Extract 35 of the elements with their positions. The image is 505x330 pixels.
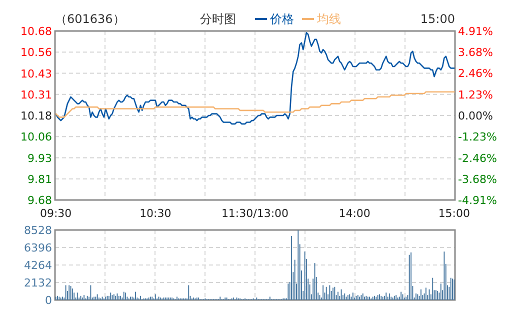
y-tick-label: 9.81 [28,172,52,186]
text: 15:00 [420,12,455,26]
x-tick-label: 15:00 [438,207,470,220]
y2-tick-label: 0.00% [458,110,493,122]
y2-tick-label: -2.46% [458,152,497,165]
line-series [55,32,455,125]
x-tick-label: 10:30 [140,207,172,220]
y-tick-label: 10.56 [20,46,52,60]
x-tick-label: 09:30 [40,207,72,220]
y-tick-label: 10.18 [20,110,52,122]
legend-label: 价格 [269,12,294,26]
y-tick-label: 9.68 [28,194,52,207]
y2-tick-label: 1.23% [458,88,493,102]
y-tick-label: 6396 [24,242,52,254]
chart-title: （601636） [55,12,125,26]
y-tick-label: 0 [45,294,52,307]
y2-tick-label: 4.91% [458,25,493,38]
y-tick-label: 2132 [24,276,52,290]
y-tick-label: 10.06 [20,130,52,144]
y-tick-label: 10.31 [20,88,52,102]
y-tick-label: 9.93 [28,152,52,165]
x-tick-label: 11:30/13:00 [221,207,289,220]
chart-subtitle: 分时图 [200,12,236,26]
legend-label: 均线 [316,12,341,26]
y2-tick-label: 3.68% [458,46,493,60]
x-tick-label: 14:00 [338,207,370,220]
y-tick-label: 10.68 [20,25,52,38]
y-tick-label: 10.43 [20,67,52,80]
y2-tick-label: 2.46% [458,67,493,80]
y-tick-label: 4264 [24,259,52,272]
y2-tick-label: -3.68% [458,172,497,186]
y2-tick-label: -4.91% [458,194,497,207]
y2-tick-label: -1.23% [458,130,497,144]
line-series [55,91,455,118]
y-tick-label: 8528 [24,224,52,237]
